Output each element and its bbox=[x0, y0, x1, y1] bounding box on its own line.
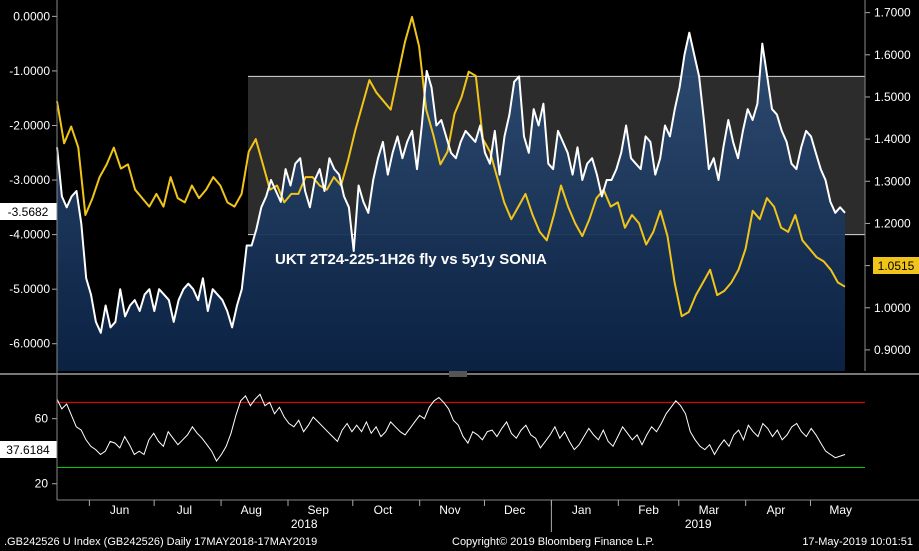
left-tick-label: -1.0000 bbox=[9, 64, 50, 78]
left-axis: 0.0000 -1.0000 -2.0000 -3.0000 -4.0000 -5.000… bbox=[9, 9, 57, 351]
yellow-series-line bbox=[56, 15, 846, 318]
right-tick-label: 0.9000 bbox=[874, 343, 911, 357]
month-label: Dec bbox=[504, 503, 525, 517]
white-series-line bbox=[56, 31, 846, 334]
left-tick-label: -6.0000 bbox=[9, 337, 50, 351]
panel-resize-handle[interactable] bbox=[449, 371, 467, 377]
right-tick-label: 1.6000 bbox=[874, 48, 911, 62]
left-tick-label: -5.0000 bbox=[9, 282, 50, 296]
month-label: Nov bbox=[439, 503, 460, 517]
left-tick-label: -3.0000 bbox=[9, 173, 50, 187]
chart-annotation: UKT 2T24-225-1H26 fly vs 5y1y SONIA bbox=[275, 251, 547, 268]
right-tick-label: 1.7000 bbox=[874, 6, 911, 20]
footer-copyright: Copyright© 2019 Bloomberg Finance L.P. bbox=[452, 536, 655, 548]
month-label: Apr bbox=[767, 503, 786, 517]
white-series-area bbox=[57, 32, 845, 371]
right-tick-label: 1.3000 bbox=[874, 174, 911, 188]
rsi-tick-label: 60 bbox=[35, 412, 49, 426]
right-tick-label: 1.2000 bbox=[874, 216, 911, 230]
rsi-last-value-tag: 37.6184 bbox=[0, 441, 57, 458]
x-axis: Jun Jul Aug Sep Oct Nov Dec Jan Feb Mar Apr May 2018… bbox=[88, 500, 852, 532]
month-label: Mar bbox=[699, 503, 720, 517]
svg-text:37.6184: 37.6184 bbox=[6, 443, 50, 457]
month-label: Jul bbox=[177, 503, 192, 517]
rsi-axis: 60 20 bbox=[35, 412, 57, 491]
right-tick-label: 1.0000 bbox=[874, 301, 911, 315]
right-axis: 1.70001.60001.50001.40001.30001.20001.10… bbox=[865, 6, 911, 357]
month-label: Feb bbox=[638, 503, 659, 517]
right-tick-label: 1.4000 bbox=[874, 132, 911, 146]
month-label: Sep bbox=[308, 503, 330, 517]
right-tick-label: 1.5000 bbox=[874, 90, 911, 104]
month-label: Aug bbox=[241, 503, 262, 517]
footer-instrument: .GB242526 U Index (GB242526) Daily 17MAY… bbox=[4, 536, 318, 548]
footer: .GB242526 U Index (GB242526) Daily 17MAY… bbox=[0, 533, 919, 551]
left-tick-label: -2.0000 bbox=[9, 118, 50, 132]
month-label: Jan bbox=[572, 503, 591, 517]
left-tick-label: 0.0000 bbox=[13, 9, 50, 23]
year-label: 2019 bbox=[685, 517, 712, 531]
rsi-line bbox=[56, 393, 846, 462]
yellow-last-value-tag: 1.0515 bbox=[873, 257, 919, 274]
chart: UKT 2T24-225-1H26 fly vs 5y1y SONIA 0.00… bbox=[0, 0, 919, 532]
svg-text:-3.5682: -3.5682 bbox=[8, 205, 49, 219]
month-label: May bbox=[829, 503, 852, 517]
month-label: Oct bbox=[374, 503, 393, 517]
rsi-tick-label: 20 bbox=[35, 477, 49, 491]
left-tick-label: -4.0000 bbox=[9, 228, 50, 242]
month-label: Jun bbox=[110, 503, 129, 517]
white-last-value-tag: -3.5682 bbox=[0, 203, 57, 220]
footer-timestamp: 17-May-2019 10:01:51 bbox=[802, 536, 913, 548]
svg-text:1.0515: 1.0515 bbox=[878, 259, 915, 273]
year-label: 2018 bbox=[291, 517, 318, 531]
